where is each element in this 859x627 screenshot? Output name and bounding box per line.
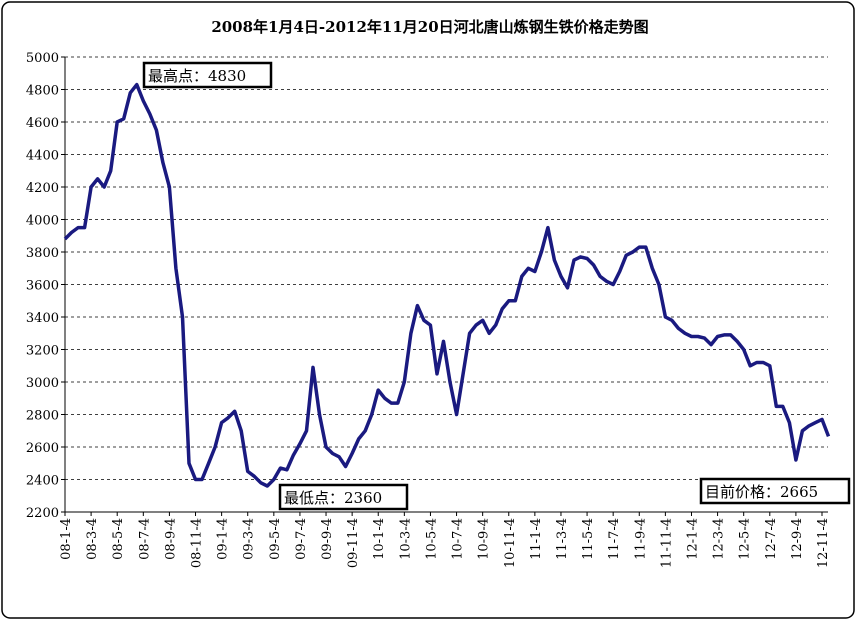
x-tick-label: 12-7-4 [764, 518, 779, 560]
annotation-current: 目前价格：2665 [699, 477, 851, 505]
annotation-min: 最低点：2360 [278, 483, 409, 511]
data-line [63, 82, 831, 488]
y-tick-label: 4600 [26, 116, 59, 131]
x-tick-label: 09-1-4 [216, 518, 231, 560]
x-tick-label: 12-1-4 [685, 518, 700, 560]
x-tick-label: 08-3-4 [85, 518, 100, 560]
annotation: 目前价格：2665 [705, 483, 818, 501]
x-tick-label: 12-11-4 [816, 518, 831, 568]
x-tick-label: 10-5-4 [424, 518, 439, 560]
x-tick-label: 08-5-4 [111, 518, 126, 560]
x-tick-label: 11-5-4 [581, 518, 596, 560]
x-tick-label: 08-1-4 [59, 518, 74, 560]
x-tick-label: 10-3-4 [398, 518, 413, 560]
x-tick-label: 11-3-4 [555, 518, 570, 560]
y-tick-label: 2400 [26, 474, 59, 489]
x-tick-label: 09-11-4 [346, 518, 361, 568]
y-tick-label: 5000 [26, 51, 59, 66]
x-tick-label: 10-9-4 [477, 518, 492, 560]
x-tick-label: 08-11-4 [190, 518, 205, 568]
annotation: 最高点：4830 [148, 67, 246, 85]
y-tick-label: 3600 [26, 279, 59, 294]
x-tick-label: 10-11-4 [503, 518, 518, 568]
x-tick-label: 09-3-4 [242, 518, 257, 560]
x-tick-label: 09-7-4 [294, 518, 309, 560]
y-tick-label: 4800 [26, 84, 59, 99]
x-tick-label: 08-7-4 [137, 518, 152, 560]
y-tick-label: 3400 [26, 311, 59, 326]
x-tick-label: 12-3-4 [712, 518, 727, 560]
x-tick-label: 10-1-4 [372, 518, 387, 560]
x-tick-label: 10-7-4 [451, 518, 466, 560]
chart-title: 2008年1月4日-2012年11月20日河北唐山炼钢生铁价格走势图 [211, 18, 648, 36]
annotation: 最低点：2360 [284, 489, 382, 507]
x-tick-label: 12-9-4 [790, 518, 805, 560]
x-tick-label: 12-5-4 [738, 518, 753, 560]
y-tick-label: 3000 [26, 376, 59, 391]
chart-frame [1, 1, 855, 619]
x-tick-label: 11-1-4 [529, 518, 544, 560]
x-tick-label: 11-9-4 [633, 518, 648, 560]
y-tick-label: 4400 [26, 149, 59, 164]
y-tick-label: 2200 [26, 506, 59, 521]
y-tick-label: 3800 [26, 246, 59, 261]
x-tick-label: 11-11-4 [659, 518, 674, 568]
x-tick-label: 08-9-4 [163, 518, 178, 560]
x-tick-label: 09-5-4 [268, 518, 283, 560]
y-tick-label: 2600 [26, 441, 59, 456]
y-tick-label: 3200 [26, 344, 59, 359]
x-tick-label: 11-7-4 [607, 518, 622, 560]
annotation-max: 最高点：4830 [142, 61, 273, 89]
x-tick-label: 09-9-4 [320, 518, 335, 560]
y-tick-label: 4200 [26, 181, 59, 196]
y-tick-label: 4000 [26, 214, 59, 229]
y-tick-label: 2800 [26, 409, 59, 424]
